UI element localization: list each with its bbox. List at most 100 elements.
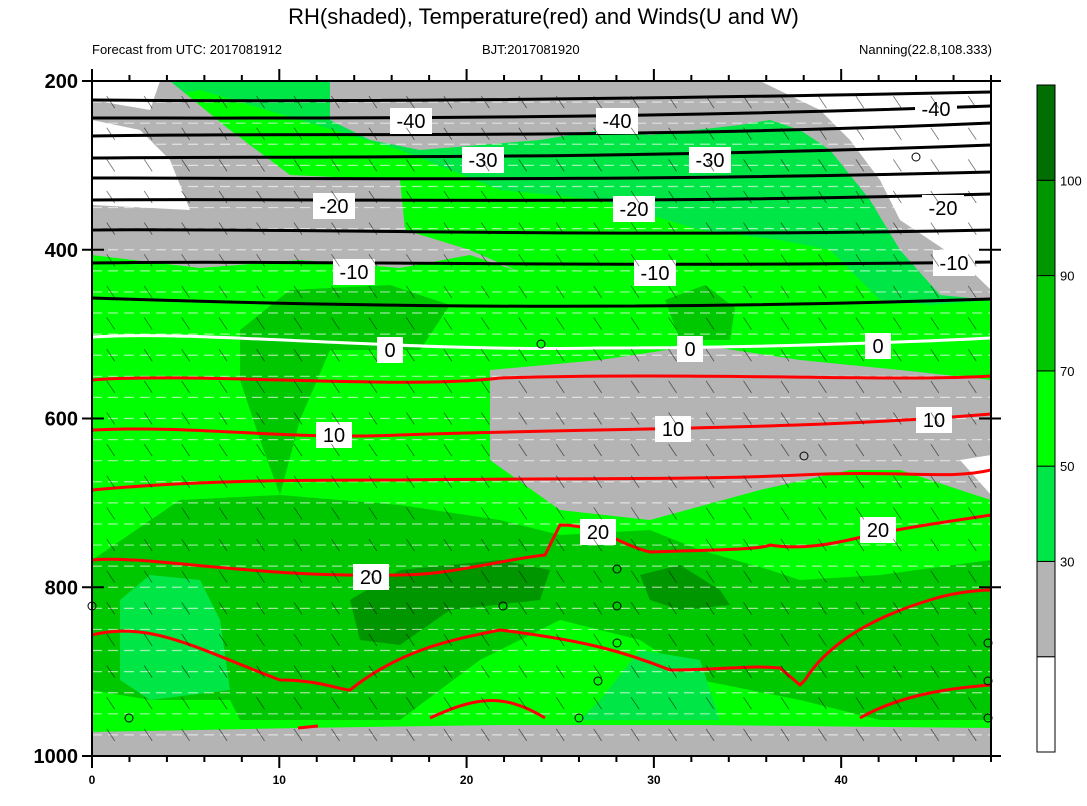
wind-barb <box>893 95 902 109</box>
wind-barb <box>368 443 378 457</box>
svg-text:-10: -10 <box>340 262 369 284</box>
wind-barb <box>930 254 940 267</box>
wind-barb <box>705 222 715 235</box>
wind-barb <box>668 475 677 489</box>
wind-barb <box>181 95 190 109</box>
wind-barb <box>293 159 303 172</box>
wind-barb <box>406 348 415 362</box>
wind-barb <box>743 475 752 489</box>
wind-barb <box>893 538 902 552</box>
wind-barb <box>256 443 265 457</box>
wind-barb <box>893 190 902 204</box>
wind-barb <box>930 412 940 425</box>
y-tick-label: 600 <box>45 409 78 431</box>
wind-barb <box>443 570 453 583</box>
label-minus20-b: -20 <box>613 196 655 222</box>
wind-barb <box>555 317 565 330</box>
wind-barb <box>518 285 528 299</box>
wind-barb <box>780 254 790 267</box>
temperature-labels: -40 -40 -40 -30 -30 -20 -20 -20 -10 -10 … <box>313 96 975 590</box>
wind-barb <box>218 285 228 299</box>
colorbar-label: 50 <box>1060 459 1074 474</box>
x-axis: 0 10 20 30 40 <box>89 69 992 787</box>
wind-barb <box>406 728 415 742</box>
wind-barb <box>555 570 565 583</box>
wind-barb <box>780 475 790 489</box>
wind-barb <box>480 285 490 299</box>
wind-barb <box>368 95 378 109</box>
wind-barb <box>256 570 265 583</box>
wind-barb <box>293 602 303 615</box>
wind-barb <box>593 443 603 457</box>
svg-text:0: 0 <box>872 336 883 358</box>
temperature-contours <box>92 90 991 730</box>
wind-barb <box>855 159 865 172</box>
x-tick-label: 10 <box>273 773 287 787</box>
wind-barb <box>143 285 153 299</box>
wind-barb <box>293 412 303 425</box>
wind-barb <box>630 697 640 710</box>
wind-barb <box>518 697 528 710</box>
wind-barb <box>256 190 265 204</box>
wind-barb <box>443 697 453 710</box>
isotherm-minus30-b <box>92 170 991 181</box>
wind-barb <box>630 348 640 362</box>
wind-barb <box>368 127 378 140</box>
wind-barb <box>818 538 827 552</box>
wind-barb <box>106 728 116 742</box>
wind-barb <box>967 285 977 299</box>
wind-barb <box>780 190 790 204</box>
wind-barb <box>705 380 715 394</box>
wind-barb <box>855 317 865 330</box>
wind-barb <box>555 507 565 520</box>
isotherm-minus20-a <box>92 192 991 202</box>
wind-barb <box>518 95 528 109</box>
wind-barb <box>967 570 977 583</box>
wind-barb <box>218 190 228 204</box>
wind-barb <box>668 697 677 710</box>
wind-barb <box>331 285 340 299</box>
wind-barb <box>555 285 565 299</box>
wind-barb <box>893 728 902 742</box>
calm-marker <box>612 564 622 574</box>
wind-barb <box>967 222 977 235</box>
wind-barb <box>555 190 565 204</box>
label-minus40-a: -40 <box>390 108 432 134</box>
wind-barb <box>256 697 265 710</box>
wind-barb <box>256 95 265 109</box>
wind-barb <box>143 665 153 678</box>
wind-barb <box>855 254 865 267</box>
wind-barb <box>668 348 677 362</box>
wind-barb <box>480 412 490 425</box>
wind-barb <box>368 380 378 394</box>
wind-barb <box>855 348 865 362</box>
wind-barb <box>705 570 715 583</box>
wind-barb <box>668 507 677 520</box>
wind-barb <box>331 348 340 362</box>
wind-barb <box>780 538 790 552</box>
wind-barb <box>368 254 378 267</box>
label-10-c: 10 <box>916 407 952 433</box>
svg-text:0: 0 <box>684 339 695 361</box>
isotherm-plus10 <box>92 412 991 438</box>
wind-barb <box>293 443 303 457</box>
wind-barb <box>555 728 565 742</box>
wind-barb <box>967 412 977 425</box>
wind-barb <box>668 728 677 742</box>
wind-barb <box>743 317 752 330</box>
wind-barb <box>780 348 790 362</box>
y-tick-label: 800 <box>45 577 78 599</box>
wind-barb <box>668 285 677 299</box>
forecast-time-label: Forecast from UTC: 2017081912 <box>92 42 283 57</box>
wind-barb <box>480 443 490 457</box>
wind-barb <box>143 380 153 394</box>
wind-barb <box>855 697 865 710</box>
wind-barb <box>368 159 378 172</box>
label-0-c: 0 <box>865 333 891 359</box>
wind-barb <box>480 665 490 678</box>
wind-barb <box>181 507 190 520</box>
wind-barb <box>293 127 303 140</box>
rh-band-90-100-low <box>350 560 550 645</box>
isotherm-minus40-c <box>92 121 991 138</box>
